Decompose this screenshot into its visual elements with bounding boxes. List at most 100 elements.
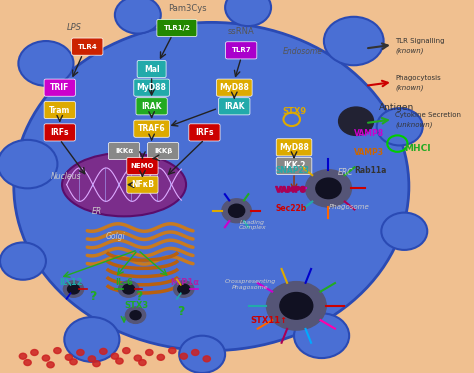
Text: STX9: STX9 bbox=[283, 107, 307, 116]
Circle shape bbox=[93, 361, 100, 367]
Circle shape bbox=[191, 350, 199, 355]
FancyBboxPatch shape bbox=[147, 142, 179, 160]
Text: Phagosome: Phagosome bbox=[328, 204, 369, 210]
Text: (unknown): (unknown) bbox=[395, 122, 433, 128]
Circle shape bbox=[266, 282, 326, 330]
Text: TRIF: TRIF bbox=[50, 83, 69, 92]
Circle shape bbox=[64, 281, 83, 297]
Text: VAMP3: VAMP3 bbox=[354, 148, 384, 157]
Circle shape bbox=[139, 360, 146, 366]
Text: ER: ER bbox=[92, 207, 102, 216]
Ellipse shape bbox=[225, 0, 271, 26]
Text: Golgi: Golgi bbox=[106, 232, 125, 241]
Text: Antigen: Antigen bbox=[379, 103, 414, 112]
Text: TLR7: TLR7 bbox=[231, 47, 251, 53]
Ellipse shape bbox=[115, 0, 161, 34]
Text: SNAP23: SNAP23 bbox=[276, 166, 310, 175]
FancyBboxPatch shape bbox=[136, 98, 167, 115]
Circle shape bbox=[222, 199, 251, 223]
FancyBboxPatch shape bbox=[44, 79, 75, 96]
Text: TLR4: TLR4 bbox=[77, 44, 97, 50]
Text: ?: ? bbox=[136, 290, 143, 303]
Text: Cytokine Secretion: Cytokine Secretion bbox=[395, 113, 461, 119]
Ellipse shape bbox=[0, 140, 57, 188]
Ellipse shape bbox=[0, 242, 46, 280]
Ellipse shape bbox=[14, 22, 409, 351]
Circle shape bbox=[77, 350, 84, 355]
Circle shape bbox=[116, 358, 123, 364]
Text: MyD88: MyD88 bbox=[219, 83, 249, 92]
Text: (known): (known) bbox=[395, 85, 424, 91]
Circle shape bbox=[31, 350, 38, 355]
Text: (known): (known) bbox=[395, 47, 424, 54]
Text: Pam3Cys: Pam3Cys bbox=[168, 4, 206, 13]
Text: Rab11a: Rab11a bbox=[354, 166, 386, 175]
Circle shape bbox=[178, 284, 190, 294]
FancyBboxPatch shape bbox=[109, 142, 140, 160]
Text: IL-6: IL-6 bbox=[115, 278, 133, 287]
Circle shape bbox=[24, 360, 31, 366]
Circle shape bbox=[134, 355, 142, 361]
Circle shape bbox=[19, 353, 27, 359]
Text: MiP1α: MiP1α bbox=[170, 278, 199, 287]
Circle shape bbox=[157, 354, 164, 360]
Text: ?: ? bbox=[90, 290, 97, 303]
Circle shape bbox=[123, 284, 135, 294]
FancyBboxPatch shape bbox=[134, 120, 169, 137]
Ellipse shape bbox=[381, 213, 427, 250]
Ellipse shape bbox=[179, 336, 225, 373]
Text: ?: ? bbox=[177, 305, 184, 318]
Text: NEMO: NEMO bbox=[131, 163, 154, 169]
FancyBboxPatch shape bbox=[134, 79, 169, 96]
Circle shape bbox=[203, 356, 210, 362]
FancyBboxPatch shape bbox=[127, 157, 158, 175]
Text: ERC: ERC bbox=[337, 168, 353, 177]
Text: MyD88: MyD88 bbox=[279, 143, 309, 152]
Text: STX3: STX3 bbox=[124, 301, 148, 310]
FancyBboxPatch shape bbox=[226, 42, 257, 59]
Text: MyD88: MyD88 bbox=[137, 83, 166, 92]
FancyBboxPatch shape bbox=[276, 139, 312, 156]
Circle shape bbox=[88, 356, 96, 362]
Circle shape bbox=[42, 355, 50, 361]
Circle shape bbox=[100, 348, 107, 354]
Ellipse shape bbox=[294, 313, 349, 358]
Circle shape bbox=[316, 178, 341, 198]
Circle shape bbox=[118, 281, 139, 297]
Ellipse shape bbox=[18, 41, 73, 86]
Text: IKKα: IKKα bbox=[115, 148, 133, 154]
FancyBboxPatch shape bbox=[44, 101, 75, 119]
FancyBboxPatch shape bbox=[157, 19, 197, 37]
Circle shape bbox=[70, 359, 77, 365]
Circle shape bbox=[306, 170, 351, 207]
Text: Mal: Mal bbox=[144, 65, 159, 73]
Circle shape bbox=[169, 348, 176, 354]
FancyBboxPatch shape bbox=[189, 124, 220, 141]
Text: IKK-2: IKK-2 bbox=[283, 162, 305, 170]
Circle shape bbox=[173, 281, 194, 297]
FancyBboxPatch shape bbox=[127, 176, 158, 193]
Circle shape bbox=[65, 354, 73, 360]
Ellipse shape bbox=[324, 17, 383, 65]
Text: Phagocytosis: Phagocytosis bbox=[395, 75, 441, 81]
FancyBboxPatch shape bbox=[44, 124, 75, 141]
Circle shape bbox=[111, 353, 118, 359]
Text: IKKβ: IKKβ bbox=[154, 148, 172, 154]
Text: Sec22b: Sec22b bbox=[276, 204, 307, 213]
Text: Crosspresenting
Phagosome: Crosspresenting Phagosome bbox=[225, 279, 276, 290]
Text: VAMP8: VAMP8 bbox=[276, 185, 306, 194]
Text: TRAF6: TRAF6 bbox=[138, 124, 165, 133]
Ellipse shape bbox=[64, 317, 119, 362]
Text: Nucleus: Nucleus bbox=[51, 172, 81, 181]
Circle shape bbox=[130, 311, 141, 320]
Text: Endosome: Endosome bbox=[283, 47, 322, 56]
Text: NFκB: NFκB bbox=[131, 180, 154, 189]
Text: MHCI: MHCI bbox=[404, 144, 431, 153]
Circle shape bbox=[338, 107, 374, 135]
Circle shape bbox=[67, 284, 80, 294]
Circle shape bbox=[146, 350, 153, 355]
FancyBboxPatch shape bbox=[72, 38, 103, 55]
Circle shape bbox=[180, 353, 187, 359]
Text: STX11↑: STX11↑ bbox=[250, 316, 288, 325]
Circle shape bbox=[280, 292, 313, 319]
